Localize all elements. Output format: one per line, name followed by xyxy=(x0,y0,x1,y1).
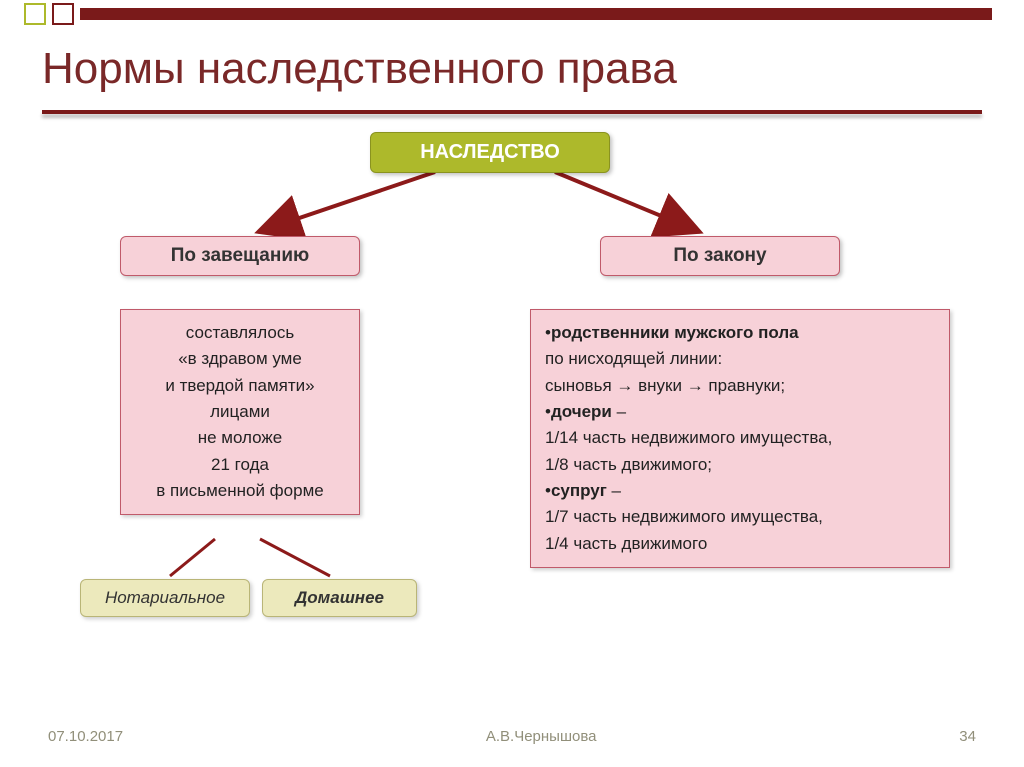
law-line-6: 1/8 часть движимого; xyxy=(545,452,935,478)
law-detail-box: •родственники мужского пола по нисходяще… xyxy=(530,309,950,568)
leaf-home: Домашнее xyxy=(262,579,417,617)
law-line-1: •родственники мужского пола xyxy=(545,320,935,346)
will-detail-box: составлялось «в здравом уме и твердой па… xyxy=(120,309,360,515)
root-node-inheritance: НАСЛЕДСТВО xyxy=(370,132,610,173)
law-line-7: •супруг – xyxy=(545,478,935,504)
will-line-5: не моложе xyxy=(135,425,345,451)
will-line-1: составлялось xyxy=(135,320,345,346)
header-square-2 xyxy=(52,3,74,25)
footer-bar: 07.10.2017 А.В.Чернышова 34 xyxy=(0,728,1024,745)
branch-node-by-law: По закону xyxy=(600,236,840,276)
will-line-7: в письменной форме xyxy=(135,478,345,504)
leaf-notarial: Нотариальное xyxy=(80,579,250,617)
will-line-4: лицами xyxy=(135,399,345,425)
arrow-icon: → xyxy=(616,376,633,395)
diagram-canvas: НАСЛЕДСТВО По завещанию По закону состав… xyxy=(0,114,1024,674)
will-line-6: 21 года xyxy=(135,452,345,478)
footer-page-number: 34 xyxy=(959,728,976,745)
law-line-8: 1/7 часть недвижимого имущества, xyxy=(545,504,935,530)
header-line xyxy=(80,8,992,20)
law-line-3: сыновья → внуки → правнуки; xyxy=(545,373,935,399)
will-line-2: «в здравом уме xyxy=(135,346,345,372)
header-square-1 xyxy=(24,3,46,25)
footer-date: 07.10.2017 xyxy=(48,728,123,745)
law-line-4: •дочери – xyxy=(545,399,935,425)
decorative-header-bar xyxy=(0,0,1024,28)
law-line-9: 1/4 часть движимого xyxy=(545,531,935,557)
law-line-5: 1/14 часть недвижимого имущества, xyxy=(545,425,935,451)
slide-title: Нормы наследственного права xyxy=(0,28,1024,104)
footer-author: А.В.Чернышова xyxy=(486,728,597,745)
will-line-3: и твердой памяти» xyxy=(135,373,345,399)
branch-node-by-will: По завещанию xyxy=(120,236,360,276)
law-line-2: по нисходящей линии: xyxy=(545,346,935,372)
arrow-icon: → xyxy=(687,376,704,395)
